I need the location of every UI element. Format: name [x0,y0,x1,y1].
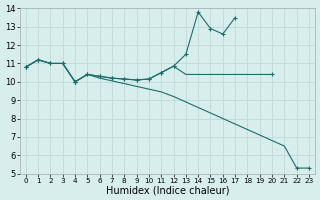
X-axis label: Humidex (Indice chaleur): Humidex (Indice chaleur) [106,185,229,195]
